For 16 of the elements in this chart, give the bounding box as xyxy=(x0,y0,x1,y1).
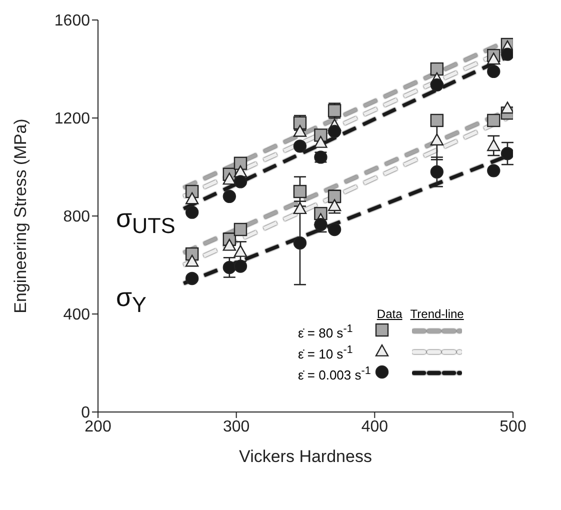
y-tick-label: 1200 xyxy=(54,110,90,128)
annotation: Trend-line xyxy=(409,307,465,321)
x-tick-label: 400 xyxy=(361,418,388,436)
annotation: σ$_{Y}$ xyxy=(116,282,146,317)
y-tick-label: 1600 xyxy=(54,12,90,30)
x-axis-title: Vickers Hardness xyxy=(239,447,372,466)
y-axis-title: Engineering Stress (MPa) xyxy=(11,118,30,314)
legend-label: ε̇ = 80 s$^{-1}$ xyxy=(298,322,354,342)
x-tick-label: 500 xyxy=(500,418,526,436)
legend-label: ε̇ = 10 s$^{-1}$ xyxy=(298,342,354,363)
y-tick-label: 800 xyxy=(63,208,90,226)
annotation: σ$_{UTS}$ xyxy=(116,203,176,239)
x-tick-label: 300 xyxy=(222,418,250,436)
y-tick-label: 400 xyxy=(63,306,90,324)
legend-label: ε̇ = 0.003 s$^{-1}$ xyxy=(298,364,372,384)
annotation: Data xyxy=(376,307,404,321)
